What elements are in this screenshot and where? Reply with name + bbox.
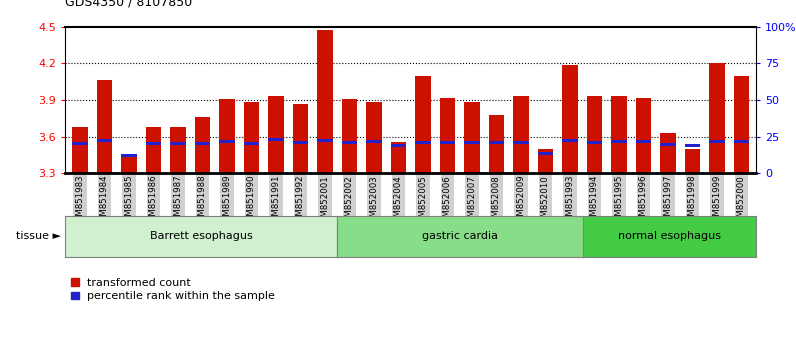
Bar — [537, 149, 553, 173]
Text: gastric cardia: gastric cardia — [422, 231, 498, 241]
Text: normal esophagus: normal esophagus — [618, 231, 721, 241]
Bar — [244, 142, 259, 145]
Bar — [660, 143, 676, 145]
Bar — [635, 98, 651, 173]
Bar — [685, 149, 700, 173]
Bar — [709, 140, 725, 143]
Bar — [439, 98, 455, 173]
Bar — [96, 139, 112, 142]
Text: Barrett esophagus: Barrett esophagus — [150, 231, 252, 241]
Bar — [587, 141, 603, 144]
Bar — [341, 99, 357, 173]
Text: tissue ►: tissue ► — [16, 231, 61, 241]
Bar — [391, 143, 407, 147]
Bar — [292, 104, 308, 173]
Bar — [366, 140, 382, 143]
Bar — [170, 142, 186, 145]
Bar — [317, 139, 333, 142]
Bar — [391, 142, 407, 173]
Bar — [464, 141, 480, 144]
Bar — [635, 140, 651, 143]
Bar — [219, 99, 235, 173]
Bar — [96, 80, 112, 173]
Bar — [121, 154, 137, 156]
Bar — [709, 63, 725, 173]
Bar — [341, 141, 357, 144]
Bar — [292, 141, 308, 144]
Bar — [415, 141, 431, 144]
Bar — [611, 96, 627, 173]
Bar — [170, 127, 186, 173]
Bar — [611, 140, 627, 143]
Bar — [537, 152, 553, 155]
Bar — [513, 96, 529, 173]
Text: GDS4350 / 8107850: GDS4350 / 8107850 — [65, 0, 193, 9]
Bar — [219, 140, 235, 143]
Bar — [317, 30, 333, 173]
Bar — [464, 102, 480, 173]
Bar — [146, 142, 162, 145]
Bar — [734, 140, 750, 143]
Bar — [415, 75, 431, 173]
Bar — [268, 138, 284, 141]
Bar — [513, 141, 529, 144]
Bar — [660, 133, 676, 173]
Bar — [194, 142, 210, 145]
Bar — [72, 127, 88, 173]
Bar — [734, 75, 750, 173]
Legend: transformed count, percentile rank within the sample: transformed count, percentile rank withi… — [71, 278, 275, 302]
Bar — [72, 142, 88, 145]
Bar — [268, 96, 284, 173]
Bar — [121, 154, 137, 173]
Bar — [489, 141, 505, 144]
Bar — [366, 102, 382, 173]
Bar — [562, 139, 578, 142]
Bar — [194, 117, 210, 173]
Bar — [489, 115, 505, 173]
Bar — [439, 141, 455, 144]
Bar — [562, 64, 578, 173]
Bar — [244, 102, 259, 173]
Bar — [146, 127, 162, 173]
Bar — [587, 96, 603, 173]
Bar — [685, 143, 700, 147]
